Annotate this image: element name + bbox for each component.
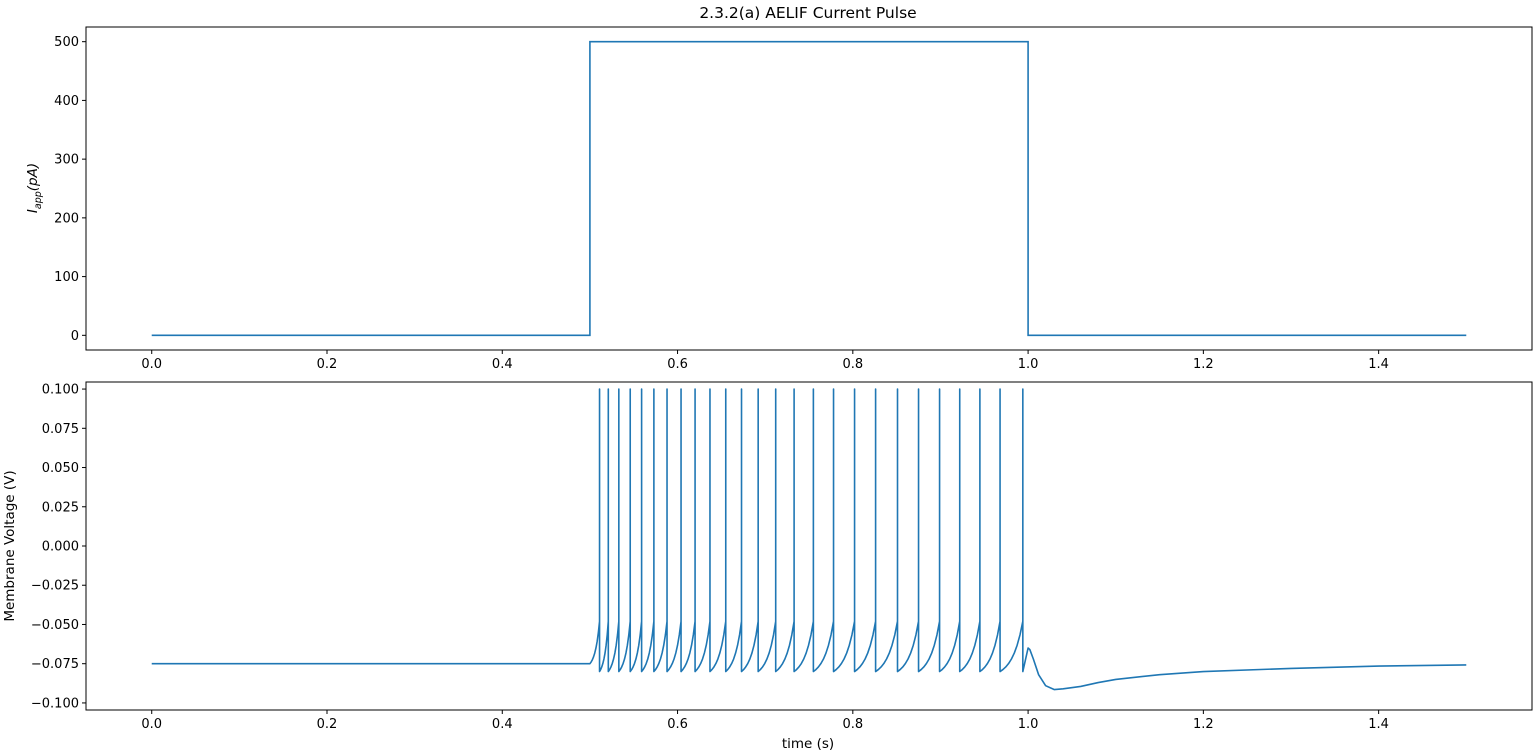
ylabel-rest: (pA) — [25, 163, 41, 191]
plot-frame-top — [85, 26, 1533, 351]
bottom-ytick-label: 0.075 — [42, 422, 79, 437]
ylabel-subscript: app — [33, 191, 44, 209]
membrane-voltage-panel: 0.0 0.2 0.4 0.6 0.8 1.0 1.2 1.4 −0.100 −0.075 −0.0… — [2, 381, 1533, 752]
top-ytick-label: 100 — [54, 270, 79, 285]
voltage-series — [151, 388, 1467, 691]
bottom-xtick-label: 1.4 — [1368, 717, 1389, 732]
top-ytick-label: 300 — [54, 153, 79, 168]
ylabel-main: I — [25, 209, 41, 213]
y-axis-label-current: Iapp(pA) — [25, 163, 44, 213]
top-xtick-label: 1.4 — [1368, 357, 1389, 372]
top-ytick-label: 400 — [54, 94, 79, 109]
top-axis-ticks: 0.0 0.2 0.4 0.6 0.8 1.0 1.2 1.4 0 100 200 300 400 500 — [54, 35, 1389, 372]
current-series — [151, 40, 1467, 337]
top-xtick-label: 0.8 — [842, 357, 863, 372]
top-ytick-label: 0 — [71, 329, 79, 344]
bottom-ytick-label: 0.025 — [42, 500, 79, 515]
bottom-xtick-label: 0.4 — [492, 717, 513, 732]
bottom-ytick-label: 0.050 — [42, 461, 79, 476]
bottom-xtick-label: 1.0 — [1018, 717, 1039, 732]
bottom-ytick-label: −0.075 — [31, 657, 79, 672]
bottom-xtick-label: 1.2 — [1193, 717, 1214, 732]
bottom-xtick-label: 0.8 — [842, 717, 863, 732]
y-axis-label-voltage: Membrane Voltage (V) — [2, 470, 18, 621]
top-xtick-label: 0.4 — [492, 357, 513, 372]
membrane-voltage-line — [151, 388, 1467, 691]
bottom-ytick-label: 0.100 — [42, 383, 79, 398]
bottom-axis-ticks: 0.0 0.2 0.4 0.6 0.8 1.0 1.2 1.4 −0.100 −0.075 −0.0… — [31, 383, 1389, 732]
top-xtick-label: 1.2 — [1193, 357, 1214, 372]
bottom-xtick-label: 0.0 — [141, 717, 162, 732]
top-xtick-label: 0.6 — [667, 357, 688, 372]
bottom-ytick-label: −0.050 — [31, 618, 79, 633]
top-xtick-label: 0.2 — [317, 357, 338, 372]
bottom-xtick-label: 0.2 — [317, 717, 338, 732]
current-pulse-panel: 2.3.2(a) AELIF Current Pulse 0.0 0.2 0.4 0.… — [25, 4, 1533, 372]
top-ytick-label: 200 — [54, 211, 79, 226]
top-xtick-label: 1.0 — [1018, 357, 1039, 372]
bottom-ytick-label: −0.100 — [31, 696, 79, 711]
chart-title: 2.3.2(a) AELIF Current Pulse — [699, 4, 916, 22]
current-pulse-line — [151, 40, 1467, 337]
top-xtick-label: 0.0 — [141, 357, 162, 372]
bottom-ytick-label: −0.025 — [31, 579, 79, 594]
x-axis-label-time: time (s) — [782, 736, 834, 752]
top-ytick-label: 500 — [54, 35, 79, 50]
bottom-ytick-label: 0.000 — [42, 540, 79, 555]
bottom-xtick-label: 0.6 — [667, 717, 688, 732]
